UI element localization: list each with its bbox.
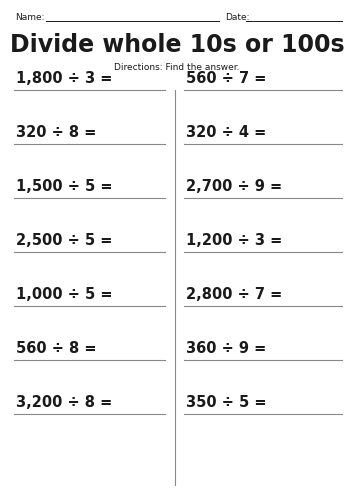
Text: 2,700 ÷ 9 =: 2,700 ÷ 9 = xyxy=(186,179,282,194)
Text: 2,500 ÷ 5 =: 2,500 ÷ 5 = xyxy=(16,233,112,248)
Text: 1,200 ÷ 3 =: 1,200 ÷ 3 = xyxy=(186,233,282,248)
Text: 350 ÷ 5 =: 350 ÷ 5 = xyxy=(186,395,266,410)
Text: Date:: Date: xyxy=(225,12,249,22)
Text: Directions: Find the answer.: Directions: Find the answer. xyxy=(114,63,240,72)
Text: 560 ÷ 8 =: 560 ÷ 8 = xyxy=(16,341,96,356)
Text: 1,500 ÷ 5 =: 1,500 ÷ 5 = xyxy=(16,179,113,194)
Text: 320 ÷ 4 =: 320 ÷ 4 = xyxy=(186,125,266,140)
Text: 3,200 ÷ 8 =: 3,200 ÷ 8 = xyxy=(16,395,112,410)
Text: 360 ÷ 9 =: 360 ÷ 9 = xyxy=(186,341,266,356)
Text: 320 ÷ 8 =: 320 ÷ 8 = xyxy=(16,125,96,140)
Text: 1,000 ÷ 5 =: 1,000 ÷ 5 = xyxy=(16,287,113,302)
Text: Name:: Name: xyxy=(15,12,44,22)
Text: 2,800 ÷ 7 =: 2,800 ÷ 7 = xyxy=(186,287,282,302)
Text: 560 ÷ 7 =: 560 ÷ 7 = xyxy=(186,71,266,86)
Text: Divide whole 10s or 100s: Divide whole 10s or 100s xyxy=(10,33,344,57)
Text: 1,800 ÷ 3 =: 1,800 ÷ 3 = xyxy=(16,71,112,86)
